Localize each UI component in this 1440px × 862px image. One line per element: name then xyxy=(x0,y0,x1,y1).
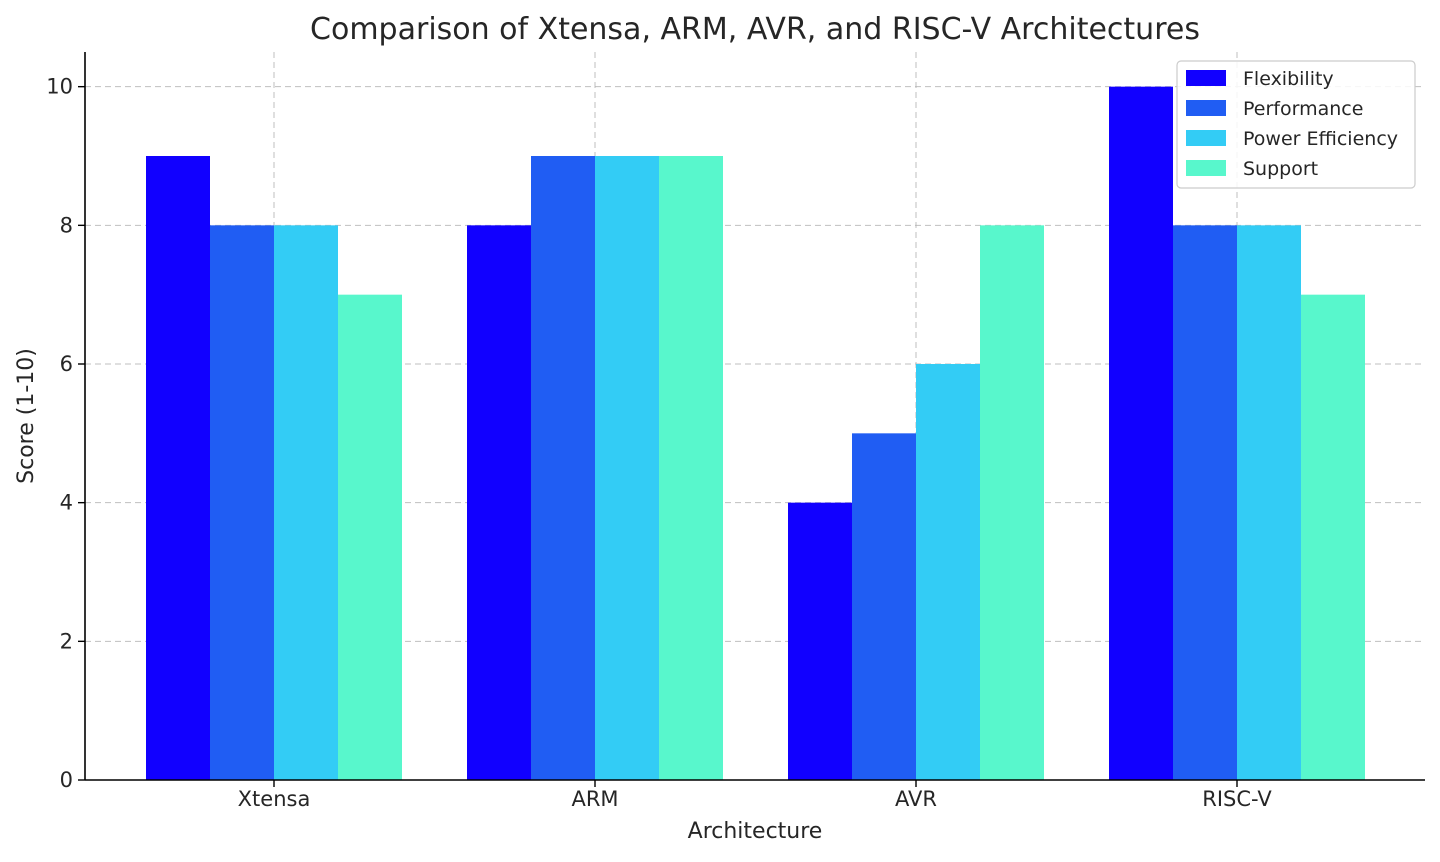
bar-power-efficiency-risc-v xyxy=(1237,225,1301,781)
y-tick-label: 10 xyxy=(46,75,73,99)
bar-support-avr xyxy=(980,225,1044,781)
bars-layer xyxy=(146,86,1365,781)
legend-frame xyxy=(1176,60,1416,189)
y-tick-label: 8 xyxy=(60,213,73,237)
legend-swatch xyxy=(1186,160,1226,176)
bar-flexibility-risc-v xyxy=(1109,86,1173,780)
bar-power-efficiency-xtensa xyxy=(274,225,338,781)
legend-swatch xyxy=(1186,130,1226,146)
legend-label: Performance xyxy=(1243,98,1363,120)
legend-label: Power Efficiency xyxy=(1243,128,1398,150)
bar-support-arm xyxy=(659,156,723,780)
bar-power-efficiency-avr xyxy=(916,364,980,780)
bar-flexibility-avr xyxy=(788,502,852,780)
legend-swatch xyxy=(1186,70,1226,86)
bar-performance-risc-v xyxy=(1173,225,1237,781)
x-tick-label: ARM xyxy=(571,787,618,811)
bar-performance-avr xyxy=(852,433,916,780)
chart-title: Comparison of Xtensa, ARM, AVR, and RISC… xyxy=(310,12,1200,47)
bar-performance-xtensa xyxy=(210,225,274,781)
bar-power-efficiency-arm xyxy=(595,156,659,780)
bar-performance-arm xyxy=(531,156,595,780)
axes-layer xyxy=(84,52,1425,781)
y-tick-label: 4 xyxy=(60,491,73,515)
legend-swatch xyxy=(1186,100,1226,116)
legend: Flexibility Performance Power Efficiency Su… xyxy=(1176,60,1416,189)
bar-flexibility-arm xyxy=(467,225,531,781)
bar-support-xtensa xyxy=(338,294,402,780)
bar-support-risc-v xyxy=(1301,294,1365,780)
x-tick-label: RISC-V xyxy=(1202,787,1272,811)
ticks-layer: 0 2 4 6 8 10 Xtensa ARM AVR RISC-V xyxy=(46,75,1272,811)
legend-label: Support xyxy=(1243,158,1318,180)
y-tick-label: 2 xyxy=(60,629,73,653)
bar-flexibility-xtensa xyxy=(146,156,210,780)
y-tick-label: 0 xyxy=(60,768,73,792)
x-axis-label: Architecture xyxy=(688,819,823,844)
legend-label: Flexibility xyxy=(1243,68,1334,90)
y-tick-label: 6 xyxy=(60,352,73,376)
x-tick-label: Xtensa xyxy=(238,787,311,811)
x-tick-label: AVR xyxy=(895,787,937,811)
y-axis-label: Score (1-10) xyxy=(14,348,39,484)
